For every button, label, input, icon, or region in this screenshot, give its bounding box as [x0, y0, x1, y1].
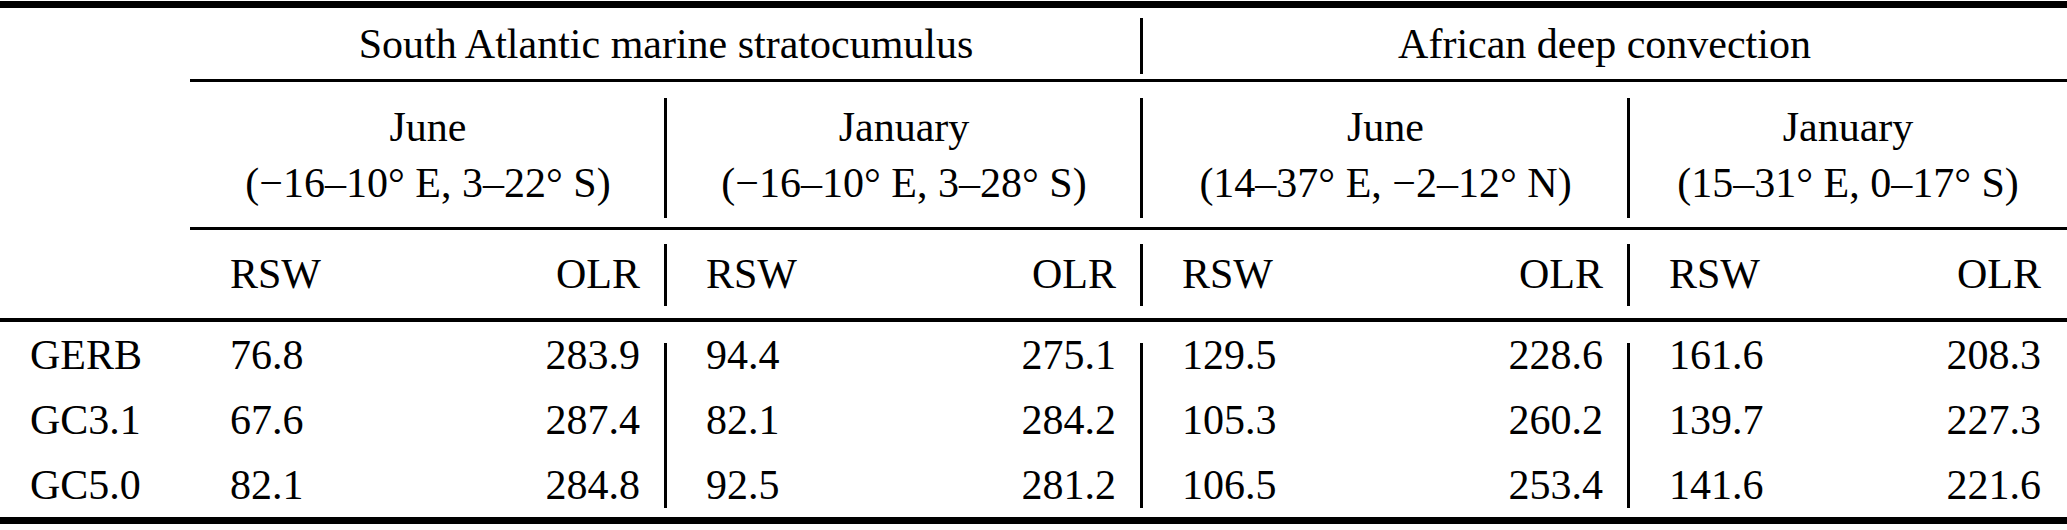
measure-header-olr: OLR — [428, 230, 666, 318]
value-cell: 260.2 — [1385, 387, 1629, 452]
value-cell: 76.8 — [190, 322, 428, 387]
value-cell: 94.4 — [666, 322, 904, 387]
column-header-june-south-atlantic: June (−16–10° E, 3–22° S) — [190, 82, 666, 227]
value-cell: 284.2 — [904, 387, 1142, 452]
value-cell: 129.5 — [1142, 322, 1385, 387]
top-rule — [0, 1, 2067, 8]
measure-header-olr: OLR — [1848, 230, 2067, 318]
bottom-rule — [0, 517, 2067, 524]
value-cell: 208.3 — [1848, 322, 2067, 387]
value-cell: 221.6 — [1848, 452, 2067, 517]
column-divider — [664, 98, 667, 218]
value-cell: 141.6 — [1629, 452, 1848, 517]
month-label: January — [839, 99, 970, 155]
column-divider — [664, 244, 667, 306]
row-label-gc50: GC5.0 — [0, 452, 190, 517]
value-cell: 92.5 — [666, 452, 904, 517]
measure-header-rsw: RSW — [1142, 230, 1385, 318]
measure-header-olr: OLR — [1385, 230, 1629, 318]
column-divider — [664, 343, 667, 508]
value-cell: 105.3 — [1142, 387, 1385, 452]
month-label: June — [1347, 99, 1424, 155]
row-label-gc31: GC3.1 — [0, 387, 190, 452]
group-header-african: African deep convection — [1142, 8, 2067, 79]
column-divider — [1140, 343, 1143, 508]
value-cell: 253.4 — [1385, 452, 1629, 517]
value-cell: 106.5 — [1142, 452, 1385, 517]
column-divider — [1140, 244, 1143, 306]
value-cell: 82.1 — [666, 387, 904, 452]
measure-header-rsw: RSW — [666, 230, 904, 318]
value-cell: 283.9 — [428, 322, 666, 387]
column-header-january-african: January (15–31° E, 0–17° S) — [1629, 82, 2067, 227]
group-header-south-atlantic: South Atlantic marine stratocumulus — [190, 8, 1142, 79]
table-grid: South Atlantic marine stratocumulus Afri… — [0, 8, 2067, 517]
value-cell: 67.6 — [190, 387, 428, 452]
value-cell: 281.2 — [904, 452, 1142, 517]
month-label: June — [390, 99, 467, 155]
column-divider — [1627, 98, 1630, 218]
value-cell: 161.6 — [1629, 322, 1848, 387]
region-label: (−16–10° E, 3–28° S) — [721, 155, 1086, 211]
month-label: January — [1783, 99, 1914, 155]
measure-header-olr: OLR — [904, 230, 1142, 318]
value-cell: 227.3 — [1848, 387, 2067, 452]
column-divider — [1140, 98, 1143, 218]
column-divider — [1627, 343, 1630, 508]
region-label: (−16–10° E, 3–22° S) — [245, 155, 610, 211]
region-label: (15–31° E, 0–17° S) — [1677, 155, 2019, 211]
row-label-gerb: GERB — [0, 322, 190, 387]
blank-cell — [0, 82, 190, 227]
group-divider — [1140, 18, 1143, 74]
value-cell: 284.8 — [428, 452, 666, 517]
value-cell: 287.4 — [428, 387, 666, 452]
group-header-label: African deep convection — [1398, 20, 1811, 68]
column-header-january-south-atlantic: January (−16–10° E, 3–28° S) — [666, 82, 1142, 227]
column-header-june-african: June (14–37° E, −2–12° N) — [1142, 82, 1629, 227]
value-cell: 139.7 — [1629, 387, 1848, 452]
region-label: (14–37° E, −2–12° N) — [1199, 155, 1571, 211]
corner-blank-cell — [0, 8, 190, 79]
value-cell: 228.6 — [1385, 322, 1629, 387]
measure-header-rsw: RSW — [1629, 230, 1848, 318]
value-cell: 82.1 — [190, 452, 428, 517]
measure-header-rsw: RSW — [190, 230, 428, 318]
blank-cell — [0, 230, 190, 318]
column-divider — [1627, 244, 1630, 306]
group-header-label: South Atlantic marine stratocumulus — [359, 20, 974, 68]
results-table: South Atlantic marine stratocumulus Afri… — [0, 0, 2067, 530]
value-cell: 275.1 — [904, 322, 1142, 387]
